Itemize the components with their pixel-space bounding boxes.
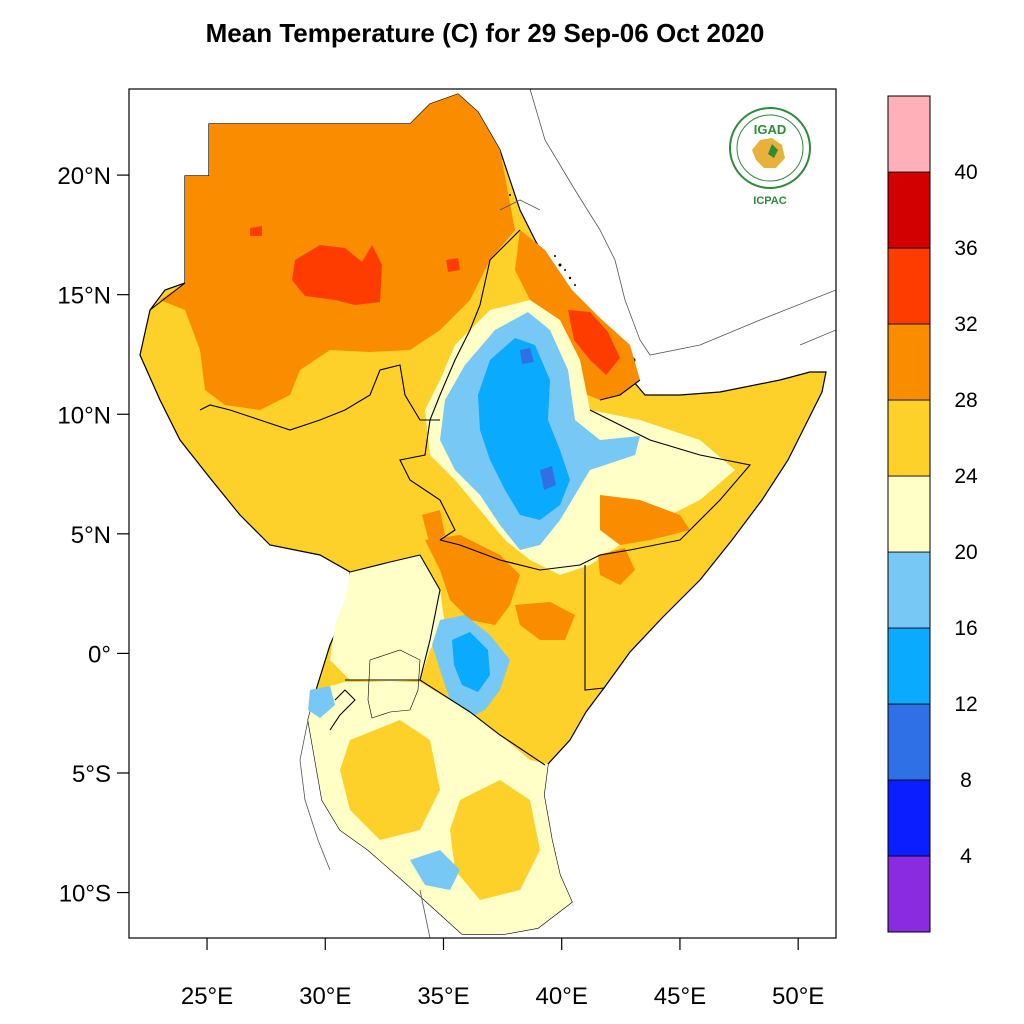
country-borders [149,229,752,766]
colorbar-bin [887,779,931,857]
map-content [139,89,836,938]
colorbar-label: 28 [954,389,977,412]
igad-icpac-logo: IGAD ICPAC [729,107,811,207]
very-hot-patch-sudan-small [446,258,460,272]
map-frame [128,88,837,939]
cool-patch-lake-kivu [308,686,335,718]
coldest-patch-ethiopia-south [540,466,556,490]
hot-patch-kenya-east [515,602,575,640]
map-title: Mean Temperature (C) for 29 Sep-06 Oct 2… [205,18,765,48]
colorbar-label: 20 [954,541,977,564]
colorbar-label: 8 [960,769,972,792]
lon-tick-label: 35°E [417,983,469,1010]
colorbar-label: 12 [954,693,977,716]
very-hot-patch-danakil [568,310,620,375]
colorbar-bin [887,855,931,933]
very-hot-patch-sudan [292,245,382,305]
lon-tick-label: 45°E [654,983,706,1010]
colorbar-bin [887,399,931,477]
lon-tick-label: 50°E [772,983,824,1010]
warm-patch-tanzania-south [450,780,540,900]
outside-coastlines [299,89,836,938]
colorbar-bin [887,247,931,325]
red-sea-islands [509,194,576,286]
colorbar-bin [887,323,931,401]
colorbar-bin [887,703,931,781]
lon-tick-label: 40°E [536,983,588,1010]
lat-tick-label: 15°N [57,283,111,310]
logo-bottom-text: ICPAC [753,195,786,207]
lat-tick-label: 20°N [57,163,111,190]
cold-core-kenya [452,632,490,692]
very-hot-patch-sudan-west [250,226,262,236]
lat-tick-label: 5°S [72,761,111,788]
colorbar-label: 36 [954,237,977,260]
axis-layer: 25°E 30°E 35°E 40°E 45°E 50°E 20°N 15°N 10°N 5°N 0… [57,163,824,1010]
colorbar-bin [887,627,931,705]
colorbar-bin [887,475,931,553]
hot-zone-turkana [425,535,520,625]
hot-patch-ogaden-south [598,548,635,585]
lat-tick-label: 10°S [59,881,111,908]
cool-patch-tanzania-south [410,850,460,890]
colorbar-bin [887,171,931,249]
hot-patch-south-sudan [422,510,445,545]
logo-top-text: IGAD [754,122,787,137]
colorbar-label: 32 [954,313,977,336]
mild-zone-uganda [330,555,445,682]
lon-tick-label: 30°E [299,983,351,1010]
coldest-patch-ethiopia [520,348,534,364]
colorbar-bin [887,95,931,173]
colorbar-outline [887,95,931,933]
lat-tick-label: 10°N [57,402,111,429]
lat-tick-label: 5°N [71,522,111,549]
colorbar-label: 40 [954,161,977,184]
colorbar-bin [887,551,931,629]
colorbar: 4 8 12 16 20 24 28 32 36 40 [887,95,978,933]
lat-tick-label: 0° [88,641,111,668]
colorbar-label: 4 [960,845,972,868]
warm-patch-tanzania [340,720,440,840]
colorbar-label: 16 [954,617,977,640]
lon-tick-label: 25°E [181,983,233,1010]
hot-patch-ogaden [600,495,690,545]
lake-victoria-outline [367,649,421,719]
colorbar-label: 24 [954,465,978,488]
